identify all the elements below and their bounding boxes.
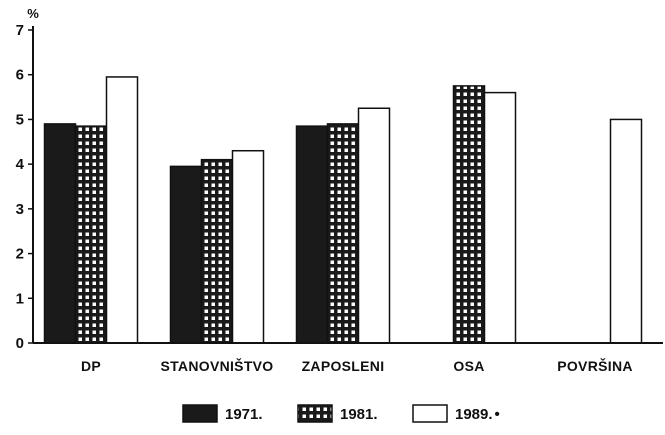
bar-1981-zaposleni <box>326 123 360 344</box>
bar-1971-zaposleni <box>295 125 329 344</box>
legend-swatch <box>412 404 448 423</box>
category-label: DP <box>81 358 101 374</box>
y-tick-label: 2 <box>16 246 24 263</box>
bar-1981-osa <box>452 85 486 344</box>
y-tick-label: 0 <box>16 335 24 352</box>
legend-swatch <box>182 404 218 423</box>
bar-1981-dp <box>74 125 108 344</box>
legend-swatch <box>297 404 333 423</box>
axes <box>32 26 663 344</box>
legend-marker: • <box>495 406 500 423</box>
category-label: POVRŠINA <box>557 357 633 374</box>
category-label: ZAPOSLENI <box>302 358 385 374</box>
y-tick-label: 4 <box>16 156 25 173</box>
y-axis-unit: % <box>27 6 39 21</box>
legend-label: 1971. <box>225 406 263 423</box>
legend-label: 1981. <box>340 406 378 423</box>
bar-1989-osa <box>483 91 517 344</box>
legend-label: 1989. • <box>455 406 500 423</box>
y-tick-label: 6 <box>16 67 24 84</box>
bar-1981-stanovništvo <box>200 158 234 344</box>
y-tick-label: 1 <box>16 290 24 307</box>
bar-1989-površina <box>609 118 643 344</box>
bar-1971-dp <box>43 123 77 344</box>
legend: 1971. 1981. 1989. • <box>182 404 500 423</box>
y-tick-label: 3 <box>16 201 24 218</box>
bar-1989-zaposleni <box>357 107 391 344</box>
bars <box>43 76 643 344</box>
category-labels: DP STANOVNIŠTVO ZAPOSLENI OSA POVRŠINA <box>81 357 633 374</box>
category-label: OSA <box>453 358 484 374</box>
bar-1989-stanovništvo <box>231 149 265 344</box>
y-tick-label: 5 <box>16 111 24 128</box>
y-axis-ticks: 0 1 2 3 4 5 6 7 <box>16 22 33 352</box>
bar-1971-stanovništvo <box>169 165 203 344</box>
category-label: STANOVNIŠTVO <box>160 357 273 374</box>
y-tick-label: 7 <box>16 22 24 39</box>
bar-1989-dp <box>105 76 139 344</box>
